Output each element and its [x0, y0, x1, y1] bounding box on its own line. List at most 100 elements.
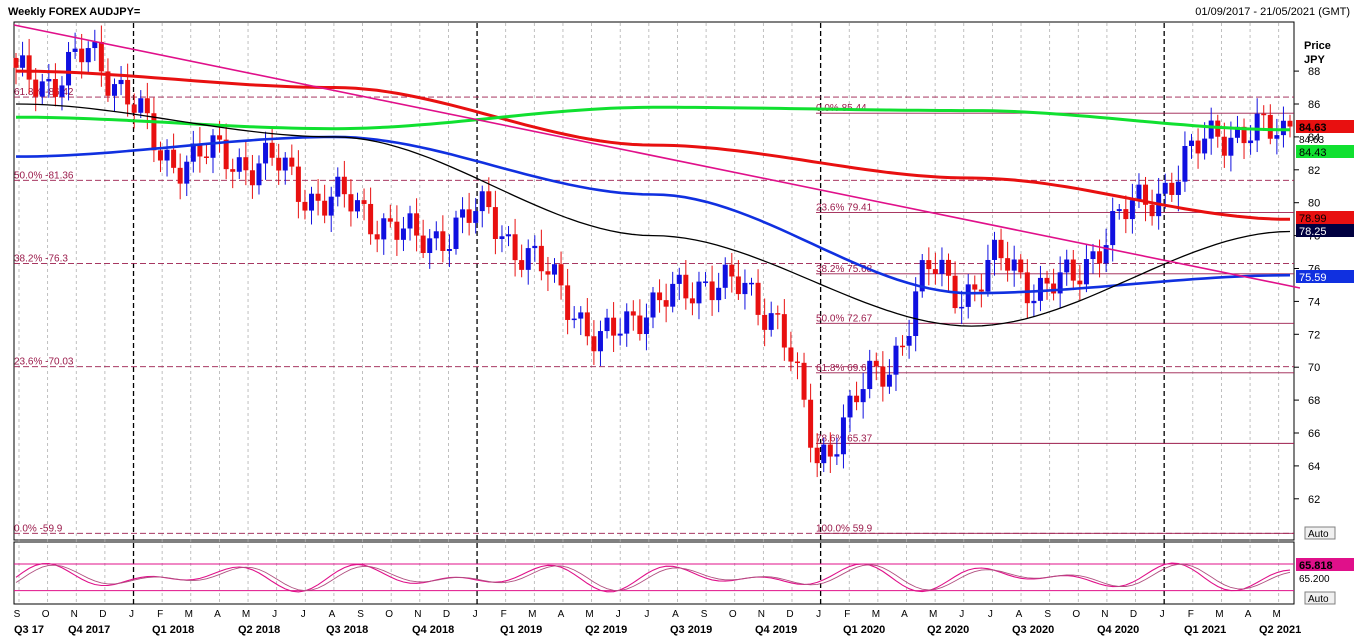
candle-body	[1083, 259, 1089, 285]
y-tick-label: 64	[1308, 461, 1320, 473]
candle-body	[171, 149, 177, 168]
candle-body	[565, 285, 571, 320]
candle-body	[236, 157, 242, 172]
candle-body	[1287, 120, 1293, 127]
candle-body	[446, 248, 452, 251]
indicator-auto-button[interactable]: Auto	[1304, 591, 1336, 605]
candle-body	[643, 317, 649, 335]
y-tick-label: 74	[1308, 296, 1320, 308]
candle-body	[92, 41, 98, 49]
x-month-label: D	[1130, 609, 1137, 620]
x-month-label: S	[701, 609, 708, 620]
candle-body	[302, 201, 308, 211]
candle-body	[519, 260, 525, 270]
candle-body	[657, 292, 663, 301]
x-quarter-label: Q4 2018	[412, 624, 454, 636]
candle-body	[900, 345, 906, 348]
candle-body	[1241, 126, 1247, 144]
candle-body	[578, 312, 584, 319]
candle-body	[1234, 126, 1240, 138]
candle-body	[420, 235, 426, 253]
y-tick-label: 86	[1308, 99, 1320, 111]
date-range: 01/09/2017 - 21/05/2021 (GMT)	[1195, 6, 1350, 18]
x-quarter-label: Q2 2021	[1259, 624, 1301, 636]
x-month-label: N	[758, 609, 765, 620]
candle-body	[1143, 184, 1149, 205]
price-tag-green-ma: 84.43	[1296, 145, 1354, 159]
auto-scale-button[interactable]: Auto	[1304, 526, 1336, 540]
candle-body	[151, 113, 157, 151]
x-quarter-label: Q4 2020	[1097, 624, 1139, 636]
candle-body	[814, 447, 820, 464]
svg-text:84.43: 84.43	[1299, 147, 1327, 159]
candle-body	[1057, 272, 1063, 294]
x-quarter-label: Q4 2019	[755, 624, 797, 636]
candle-body	[768, 313, 774, 330]
candle-body	[1018, 259, 1024, 273]
candle-body	[683, 274, 689, 299]
candle-body	[670, 283, 676, 307]
x-quarter-label: Q1 2021	[1184, 624, 1226, 636]
candle-body	[1188, 140, 1194, 146]
candle-body	[1097, 251, 1103, 264]
x-month-label: D	[443, 609, 450, 620]
candle-body	[1274, 135, 1280, 139]
y-tick-label: 62	[1308, 494, 1320, 506]
svg-text:84.63: 84.63	[1299, 135, 1324, 146]
price-tag-blue-ma: 75.59	[1296, 270, 1354, 284]
candle-body	[762, 314, 768, 330]
candle-body	[177, 167, 183, 184]
candle-body	[729, 264, 735, 277]
candle-body	[210, 135, 216, 158]
x-month-label: A	[1016, 609, 1023, 620]
candle-body	[263, 142, 269, 164]
candle-body	[1195, 140, 1201, 154]
x-month-label: A	[901, 609, 908, 620]
candle-body	[387, 218, 393, 222]
candle-body	[1064, 259, 1070, 273]
x-month-label: M	[929, 609, 937, 620]
svg-text:78.99: 78.99	[1299, 213, 1327, 225]
x-quarter-label: Q1 2020	[843, 624, 885, 636]
svg-text:Auto: Auto	[1308, 594, 1329, 605]
x-month-label: F	[157, 609, 163, 620]
candle-body	[1228, 137, 1234, 156]
candle-body	[703, 281, 709, 283]
candle-body	[775, 313, 781, 315]
candle-body	[157, 150, 163, 161]
candle-body	[926, 260, 932, 270]
candle-body	[13, 57, 19, 68]
x-quarter-label: Q1 2019	[500, 624, 542, 636]
candle-body	[1267, 114, 1273, 139]
moving-average-line	[15, 69, 1291, 221]
candle-body	[1024, 272, 1030, 304]
candle-body	[295, 166, 301, 202]
x-quarter-label: Q2 2019	[585, 624, 627, 636]
candle-body	[1162, 182, 1168, 194]
candle-body	[217, 135, 223, 140]
candle-body	[381, 218, 387, 240]
candle-body	[98, 41, 104, 72]
svg-text:84.63: 84.63	[1299, 122, 1327, 134]
x-axis-quarters: Q3 17 Q4 2017 Q1 2018 Q2 2018 Q3 2018 Q4 2018…	[14, 624, 1301, 636]
candle-body	[1208, 120, 1214, 139]
candle-body	[696, 281, 702, 304]
candle-body	[1202, 138, 1208, 154]
candle-body	[1051, 283, 1057, 294]
x-month-label: N	[71, 609, 78, 620]
candle-body	[26, 55, 32, 80]
candle-body	[1248, 140, 1254, 144]
candle-body	[125, 79, 131, 105]
candle-body	[959, 306, 965, 309]
candle-body	[571, 318, 577, 321]
candle-body	[328, 196, 334, 216]
candle-body	[1090, 251, 1096, 260]
candle-body	[637, 315, 643, 335]
candle-body	[847, 395, 853, 418]
candle-body	[781, 314, 787, 348]
candle-body	[611, 317, 617, 336]
candle-body	[512, 234, 518, 261]
candle-body	[203, 156, 209, 158]
x-month-label: J	[988, 609, 993, 620]
